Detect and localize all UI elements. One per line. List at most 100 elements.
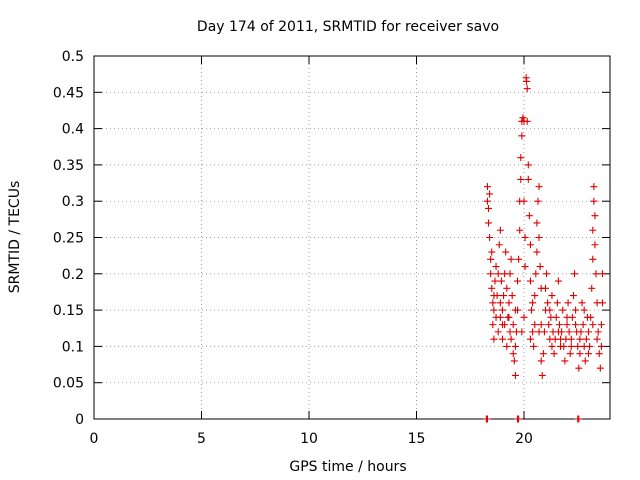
y-tick-label: 0.1 — [62, 339, 84, 355]
data-point — [576, 350, 584, 358]
data-point — [589, 255, 597, 263]
data-point — [567, 335, 575, 343]
data-point — [534, 197, 542, 205]
data-point — [576, 335, 584, 343]
data-point — [511, 371, 519, 379]
data-point — [510, 357, 518, 365]
data-point — [502, 248, 510, 256]
data-point — [536, 263, 544, 271]
data-point — [490, 306, 498, 314]
data-point — [486, 190, 494, 198]
data-point — [495, 241, 503, 249]
data-point — [507, 255, 515, 263]
data-point — [554, 328, 562, 336]
data-point — [486, 234, 494, 241]
y-tick-label: 0.35 — [53, 158, 84, 174]
chart-title: Day 174 of 2011, SRMTID for receiver sav… — [197, 19, 499, 35]
data-point — [553, 299, 561, 307]
data-point — [594, 328, 602, 336]
data-point — [515, 415, 523, 423]
data-point — [579, 321, 587, 329]
data-point — [593, 335, 601, 343]
data-point — [552, 313, 560, 321]
data-point — [591, 212, 599, 220]
data-point — [506, 328, 514, 336]
data-point — [509, 350, 517, 358]
data-point — [520, 313, 528, 321]
data-point — [528, 306, 536, 314]
data-point — [545, 321, 553, 329]
data-point — [585, 350, 592, 358]
data-point — [517, 175, 525, 183]
data-point — [519, 114, 527, 122]
data-point — [537, 321, 545, 329]
data-point — [529, 328, 537, 336]
data-point — [483, 415, 491, 423]
data-point — [544, 299, 552, 307]
data-point — [533, 219, 541, 227]
data-point — [542, 284, 549, 292]
x-tick-label: 5 — [197, 431, 206, 447]
y-tick-label: 0 — [75, 412, 84, 428]
data-point — [538, 371, 546, 379]
data-point — [535, 234, 543, 241]
data-point — [494, 270, 502, 278]
data-point — [483, 197, 491, 205]
data-point — [492, 263, 500, 271]
data-point — [509, 321, 517, 329]
data-point — [535, 183, 543, 191]
data-point — [526, 335, 534, 343]
data-point — [563, 321, 571, 329]
data-point — [585, 328, 592, 336]
data-point — [590, 197, 598, 205]
data-point — [564, 299, 572, 307]
data-point — [577, 328, 585, 336]
data-point — [523, 85, 531, 93]
data-point — [485, 204, 493, 212]
data-point — [575, 364, 583, 372]
data-point — [572, 306, 580, 314]
data-point — [516, 226, 524, 234]
data-point — [500, 292, 508, 300]
data-point — [488, 284, 496, 292]
data-point — [565, 328, 573, 336]
data-point — [490, 335, 498, 343]
data-point — [571, 270, 579, 278]
data-point — [591, 241, 599, 249]
data-point — [505, 313, 513, 321]
data-point — [550, 350, 558, 358]
data-point — [557, 335, 565, 343]
data-point — [485, 219, 493, 227]
data-point — [539, 350, 547, 358]
data-point — [566, 350, 574, 358]
data-point — [491, 277, 499, 285]
data-point — [590, 183, 598, 191]
x-axis-tick-labels: 0 5 10 15 20 — [90, 431, 533, 447]
data-point — [598, 299, 606, 307]
data-point — [597, 321, 605, 329]
data-point — [560, 342, 568, 350]
data-point — [499, 321, 506, 329]
data-point — [535, 328, 543, 336]
data-point — [487, 255, 495, 263]
data-point — [572, 321, 580, 329]
data-point — [559, 306, 567, 314]
y-axis-title: SRMTID / TECUs — [7, 181, 23, 294]
data-point — [526, 241, 534, 249]
data-point — [524, 175, 532, 183]
data-point — [523, 77, 531, 85]
data-point — [569, 292, 577, 300]
data-point — [515, 255, 523, 263]
data-point — [514, 277, 522, 285]
data-point — [518, 328, 526, 336]
data-point — [511, 342, 519, 350]
x-tick-label: 15 — [408, 431, 426, 447]
data-point — [537, 357, 545, 365]
data-point — [589, 226, 597, 234]
data-point — [520, 197, 528, 205]
data-point — [489, 299, 497, 307]
data-point — [581, 357, 589, 365]
data-point — [499, 306, 506, 314]
y-tick-label: 0.2 — [62, 267, 84, 283]
